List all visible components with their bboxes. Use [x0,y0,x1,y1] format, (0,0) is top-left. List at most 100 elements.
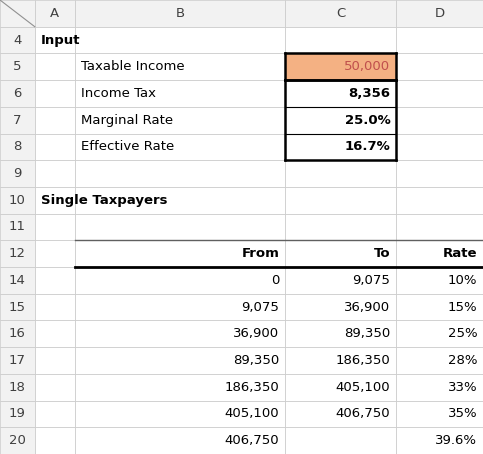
Text: B: B [175,7,185,20]
Bar [285,0,396,27]
Text: 0: 0 [271,274,279,287]
Bar [35,267,75,294]
Bar [35,347,75,374]
Bar [75,0,285,27]
Text: 50,000: 50,000 [344,60,390,73]
Bar [396,54,483,80]
Bar [285,347,396,374]
Bar [0,267,35,294]
Bar [75,347,285,374]
Text: 16.7%: 16.7% [344,140,390,153]
Bar [75,187,285,214]
Text: 186,350: 186,350 [225,381,279,394]
Text: Rate: Rate [443,247,477,260]
Bar [35,107,75,133]
Text: 9: 9 [13,167,22,180]
Bar [0,27,35,54]
Text: 186,350: 186,350 [336,354,390,367]
Bar [0,0,35,27]
Text: Single Taxpayers: Single Taxpayers [41,194,167,207]
Text: 35%: 35% [448,407,477,420]
Text: 406,750: 406,750 [225,434,279,447]
Bar [75,107,285,133]
Bar [35,54,75,80]
Bar [396,400,483,427]
Bar [396,240,483,267]
Text: 89,350: 89,350 [233,354,279,367]
Bar [285,214,396,240]
Text: 4: 4 [13,34,22,47]
Text: 33%: 33% [448,381,477,394]
Bar [396,294,483,321]
Bar [285,294,396,321]
Bar [0,347,35,374]
Bar [396,107,483,133]
Text: C: C [336,7,345,20]
Bar [396,0,483,27]
Bar [75,54,285,80]
Bar [35,214,75,240]
Text: 16: 16 [9,327,26,340]
Bar [0,214,35,240]
Bar [285,267,396,294]
Bar [285,54,396,80]
Text: 19: 19 [9,407,26,420]
Bar [0,80,35,107]
Bar [35,321,75,347]
Bar [35,427,75,454]
Bar [0,107,35,133]
Text: 9,075: 9,075 [353,274,390,287]
Bar [285,321,396,347]
Text: Income Tax: Income Tax [81,87,156,100]
Text: From: From [242,247,279,260]
Text: 39.6%: 39.6% [435,434,477,447]
Bar [285,133,396,160]
Bar [75,80,285,107]
Bar [0,54,35,80]
Bar [396,267,483,294]
Text: 405,100: 405,100 [225,407,279,420]
Bar [35,133,75,160]
Text: 11: 11 [9,221,26,233]
Bar [396,133,483,160]
Bar [285,160,396,187]
Bar [285,107,396,133]
Text: 10%: 10% [448,274,477,287]
Bar [285,187,396,214]
Bar [0,294,35,321]
Text: 14: 14 [9,274,26,287]
Text: 9,075: 9,075 [242,301,279,314]
Text: Effective Rate: Effective Rate [81,140,174,153]
Bar [285,80,396,107]
Text: 10: 10 [9,194,26,207]
Bar [396,27,483,54]
Bar [75,374,285,400]
Text: Taxable Income: Taxable Income [81,60,185,73]
Bar [396,160,483,187]
Text: Marginal Rate: Marginal Rate [81,114,173,127]
Bar [285,240,396,267]
Bar [35,27,75,54]
Bar [285,374,396,400]
Bar [75,321,285,347]
Bar [0,400,35,427]
Bar [35,187,75,214]
Text: 12: 12 [9,247,26,260]
Bar [396,374,483,400]
Bar [75,27,285,54]
Bar [0,160,35,187]
Bar [35,374,75,400]
Bar [35,240,75,267]
Text: To: To [374,247,390,260]
Bar [35,294,75,321]
Bar [75,427,285,454]
Text: 36,900: 36,900 [344,301,390,314]
Text: 7: 7 [13,114,22,127]
Bar [285,54,396,80]
Text: 405,100: 405,100 [336,381,390,394]
Text: 15%: 15% [448,301,477,314]
Text: 6: 6 [13,87,22,100]
Text: 18: 18 [9,381,26,394]
Text: 36,900: 36,900 [233,327,279,340]
Bar [285,400,396,427]
